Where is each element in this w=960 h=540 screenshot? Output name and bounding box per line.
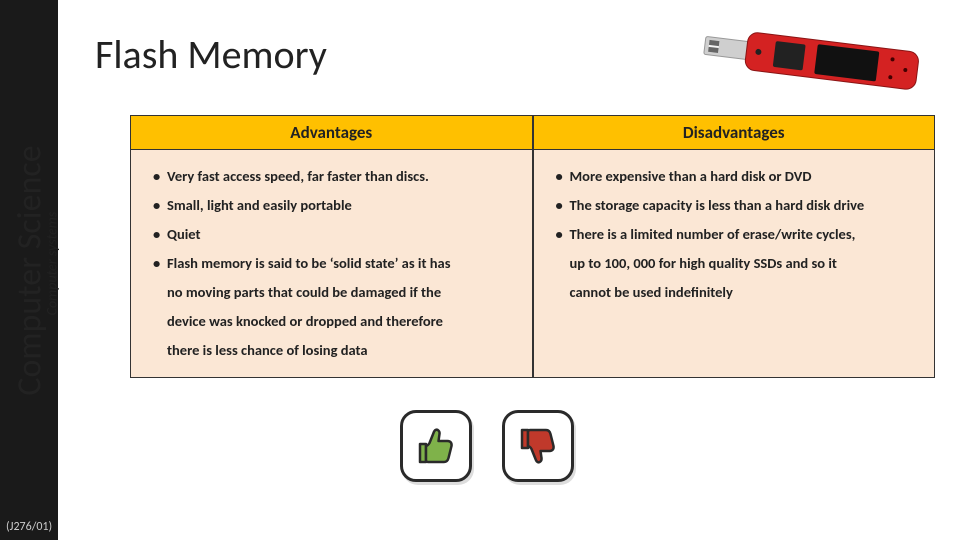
list-continuation: no moving parts that could be damaged if… xyxy=(153,278,522,307)
thumbs-up-icon xyxy=(400,410,472,482)
thumbs-down-icon xyxy=(502,410,574,482)
topic-label: Computer systems xyxy=(44,184,61,344)
list-item: The storage capacity is less than a hard… xyxy=(556,191,925,220)
title-area: Flash Memory xyxy=(95,30,327,79)
list-item: Small, light and easily portable xyxy=(153,191,522,220)
usb-drive-image xyxy=(696,24,936,94)
thumbs-icons xyxy=(400,410,574,482)
comparison-table: Advantages Disadvantages Very fast acces… xyxy=(130,115,935,378)
list-item: Flash memory is said to be ‘solid state’… xyxy=(153,249,522,278)
list-continuation: cannot be used indefinitely xyxy=(556,278,925,307)
list-continuation: up to 100, 000 for high quality SSDs and… xyxy=(556,249,925,278)
advantages-cell: Very fast access speed, far faster than … xyxy=(130,150,533,378)
table-body-row: Very fast access speed, far faster than … xyxy=(130,150,935,378)
header-advantages: Advantages xyxy=(130,115,533,150)
header-disadvantages: Disadvantages xyxy=(533,115,936,150)
table-header-row: Advantages Disadvantages xyxy=(130,115,935,150)
slide: Computer Science Computer systems (J276/… xyxy=(0,0,960,540)
list-continuation: device was knocked or dropped and theref… xyxy=(153,307,522,336)
list-item: More expensive than a hard disk or DVD xyxy=(556,162,925,191)
list-item: Very fast access speed, far faster than … xyxy=(153,162,522,191)
list-item: There is a limited number of erase/write… xyxy=(556,220,925,249)
list-item: Quiet xyxy=(153,220,522,249)
vertical-labels: Computer Science Computer systems xyxy=(0,50,68,490)
page-title: Flash Memory xyxy=(95,30,327,79)
spec-code: (J276/01) xyxy=(6,520,52,534)
disadvantages-cell: More expensive than a hard disk or DVD T… xyxy=(533,150,936,378)
list-continuation: there is less chance of losing data xyxy=(153,336,522,365)
